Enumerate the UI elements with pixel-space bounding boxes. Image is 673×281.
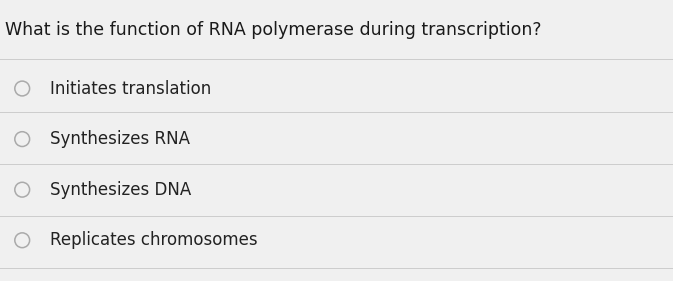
Text: Initiates translation: Initiates translation xyxy=(50,80,212,98)
Text: Replicates chromosomes: Replicates chromosomes xyxy=(50,231,258,249)
Text: Synthesizes RNA: Synthesizes RNA xyxy=(50,130,190,148)
Text: Synthesizes DNA: Synthesizes DNA xyxy=(50,181,192,199)
Text: What is the function of RNA polymerase during transcription?: What is the function of RNA polymerase d… xyxy=(5,21,542,38)
